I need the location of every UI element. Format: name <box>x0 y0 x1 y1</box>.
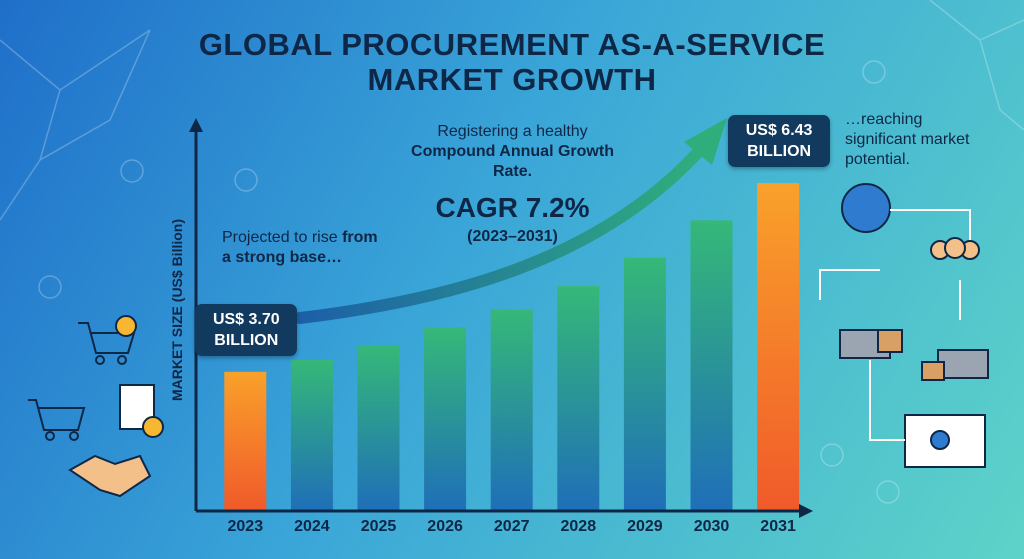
bar <box>557 286 600 510</box>
x-tick-label: 2029 <box>627 518 663 535</box>
bar <box>623 257 666 510</box>
chart-title: GLOBAL PROCUREMENT AS-A-SERVICE <box>198 27 826 62</box>
y-axis-label: MARKET SIZE (US$ Billion) <box>169 219 185 401</box>
bar <box>757 183 800 510</box>
bar <box>290 360 333 510</box>
x-tick-label: 2031 <box>760 518 796 535</box>
cagr: CAGR 7.2% <box>435 192 590 223</box>
growth-arrow <box>294 144 706 324</box>
chart-title: MARKET GROWTH <box>367 62 657 97</box>
x-tick-label: 2027 <box>493 518 530 535</box>
annotation-emphasis: Compound Annual Growth Rate. <box>411 143 614 180</box>
axis-arrow <box>799 504 813 518</box>
x-tick-label: 2023 <box>227 518 264 535</box>
annotation: Projected to rise from a strong base… <box>222 228 382 268</box>
annotation-emphasis: from a strong base… <box>222 229 378 266</box>
annotation: Registering a healthy Compound Annual Gr… <box>405 122 620 182</box>
bar <box>424 327 467 510</box>
plot-area <box>224 183 800 511</box>
bar <box>357 345 400 510</box>
annotation-text: Projected to rise <box>222 229 338 246</box>
x-tick-label: 2025 <box>360 518 397 535</box>
decoration <box>0 0 1024 503</box>
x-tick-label: 2028 <box>560 518 597 535</box>
bar <box>490 309 533 510</box>
value-label: US$ 6.43 BILLION <box>728 115 831 168</box>
x-tick-label: 2026 <box>427 518 463 535</box>
value-label: US$ 3.70 BILLION <box>195 303 298 356</box>
icons <box>28 183 989 498</box>
x-tick-label: 2024 <box>294 518 330 535</box>
arrow-head <box>684 118 727 165</box>
cagr-period: (2023–2031) <box>467 228 558 245</box>
bar <box>224 371 267 510</box>
annotation: …reaching significant market potential. <box>845 111 970 168</box>
annotation-text: Registering a healthy <box>437 123 588 140</box>
bar <box>690 220 733 511</box>
axis-arrow <box>189 118 203 132</box>
x-tick-label: 2030 <box>693 518 730 535</box>
